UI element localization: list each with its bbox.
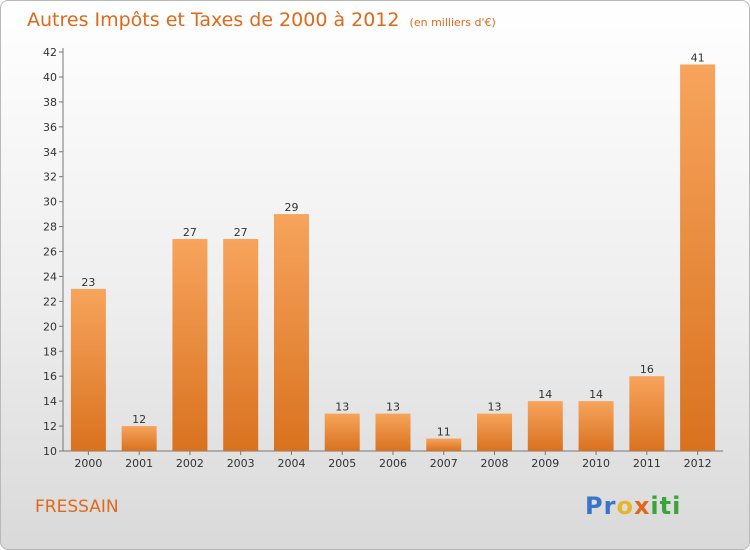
bar-2004	[273, 214, 309, 451]
y-tick-label: 26	[43, 246, 57, 259]
bar-2009	[527, 401, 563, 451]
bar-2006	[375, 413, 411, 451]
x-tick-label-2010: 2010	[582, 457, 610, 470]
data-label-2003: 27	[234, 226, 248, 239]
y-tick-label: 22	[43, 295, 57, 308]
chart-title: Autres Impôts et Taxes de 2000 à 2012 (e…	[27, 9, 496, 31]
y-tick-label: 42	[43, 46, 57, 59]
data-label-2008: 13	[488, 401, 502, 414]
chart-title-text: Autres Impôts et Taxes de 2000 à 2012	[27, 9, 400, 31]
bar-2003	[223, 239, 259, 451]
bar-2002	[172, 239, 208, 451]
y-tick-label: 34	[43, 146, 57, 159]
bar-2001	[121, 426, 157, 451]
y-tick-label: 38	[43, 96, 57, 109]
x-tick-label-2011: 2011	[633, 457, 661, 470]
y-tick-label: 10	[43, 445, 57, 458]
data-label-2009: 14	[538, 388, 552, 401]
y-tick-label: 24	[43, 270, 57, 283]
y-tick-label: 16	[43, 370, 57, 383]
x-tick-label-2006: 2006	[379, 457, 407, 470]
data-label-2005: 13	[335, 401, 349, 414]
x-tick-label-2002: 2002	[176, 457, 204, 470]
y-tick-label: 18	[43, 345, 57, 358]
y-tick-label: 30	[43, 196, 57, 209]
data-label-2010: 14	[589, 388, 603, 401]
y-tick-label: 12	[43, 420, 57, 433]
x-tick-label-2012: 2012	[684, 457, 712, 470]
data-label-2002: 27	[183, 226, 197, 239]
x-tick-label-2007: 2007	[430, 457, 458, 470]
bar-2007	[426, 438, 462, 451]
y-tick-label: 40	[43, 71, 57, 84]
y-tick-label: 32	[43, 171, 57, 184]
y-tick-label: 20	[43, 320, 57, 333]
chart-unit-label: (en milliers d'€)	[409, 16, 496, 29]
y-tick-label: 14	[43, 395, 57, 408]
bar-2011	[629, 376, 665, 451]
x-tick-label-2003: 2003	[227, 457, 255, 470]
bar-2005	[324, 413, 360, 451]
x-tick-label-2008: 2008	[481, 457, 509, 470]
data-label-2004: 29	[284, 201, 298, 214]
bar-2010	[578, 401, 614, 451]
data-label-2000: 23	[81, 276, 95, 289]
data-label-2007: 11	[437, 426, 451, 439]
data-label-2006: 13	[386, 401, 400, 414]
y-tick-label: 28	[43, 221, 57, 234]
data-label-2011: 16	[640, 363, 654, 376]
x-tick-label-2004: 2004	[277, 457, 305, 470]
data-label-2001: 12	[132, 413, 146, 426]
x-tick-label-2000: 2000	[74, 457, 102, 470]
y-tick-label: 36	[43, 121, 57, 134]
proxiti-logo: Proxiti	[585, 492, 682, 520]
x-tick-label-2001: 2001	[125, 457, 153, 470]
x-tick-label-2005: 2005	[328, 457, 356, 470]
x-tick-label-2009: 2009	[531, 457, 559, 470]
commune-name: FRESSAIN	[35, 497, 119, 517]
data-label-2012: 41	[691, 51, 705, 64]
bar-2012	[680, 64, 716, 451]
bar-2008	[477, 413, 513, 451]
bar-2000	[70, 288, 106, 451]
